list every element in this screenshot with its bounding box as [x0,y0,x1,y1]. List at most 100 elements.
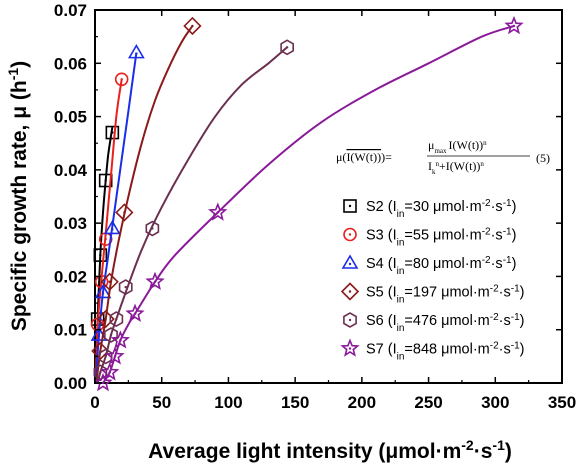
equation-numerator: μmax I(W(t))n [428,138,487,155]
legend-marker-s2 [343,199,357,213]
series-s4-point-dot [97,334,101,338]
legend-item-s2: S2 (Iin=30 μmol·m-2·s-1) [343,198,516,220]
series-s5-point-dot [123,211,126,214]
legend-item-s6: S6 (Iin=476 μmol·m-2·s-1) [343,312,525,334]
equation-num-exp: n [483,139,487,147]
series-s7-point [93,372,113,392]
series-s6-point-dot [109,333,113,337]
series-s2-point [105,125,120,140]
y-axis-title: Specific growth rate, μ (h-1) [5,61,31,331]
legend-marker-s3-dot [348,233,352,236]
legend-label-part: S2 (I [366,199,397,215]
legend-item-s7: S7 (Iin=848 μmol·m-2·s-1) [340,338,525,362]
legend-label-part: in [397,209,405,220]
series-s4 [90,44,145,384]
series-s4-point [103,219,121,235]
series-s6-point [109,311,124,328]
legend-marker-s4 [341,254,359,269]
x-tick-label: 0 [90,393,99,412]
x-axis-title-sup: -2 [461,437,474,453]
x-axis-title-sup2: -1 [492,437,505,453]
equation-num-arg: I(W(t)) [449,138,484,152]
y-tick-label: 0.01 [54,321,87,340]
legend-label-s4: S4 (Iin=80 μmol·m-2·s-1) [366,255,516,277]
x-axis-title: Average light intensity (μmol·m-2·s-1) [148,437,512,463]
plot-area [94,9,563,384]
legend-label-part: =476 μmol·m [404,313,489,329]
equation-lhs: μ(I(W(t)))= [336,150,392,164]
equation-lhs-mu: μ( [336,150,346,164]
series-s2-point [93,248,108,262]
series-s6-fit-line [96,46,288,384]
series-s7-point-dot [119,339,122,342]
legend-label-part: -2 [490,283,499,294]
series-s2-point-dot [111,131,114,134]
legend-marker-s5-dot [348,290,352,293]
series-s7-point-dot [153,280,157,283]
x-tick-label: 50 [152,393,171,412]
series-s7-point [504,15,524,35]
equation-den-exp: n [480,160,484,168]
legend-marker-s7 [340,338,360,357]
series-s2-point [98,173,113,188]
legend-label-part: S7 (I [366,342,397,358]
legend-label-s3: S3 (Iin=55 μmol·m-2·s-1) [366,226,516,248]
legend-label-part: -1 [511,340,520,351]
legend-label-part: -2 [482,198,491,209]
legend-marker-s2-dot [348,204,352,208]
y-tick-label: 0.07 [54,1,87,20]
series-s3-point-dot [104,237,107,241]
legend-label-part: -2 [482,226,491,237]
series-s6-point [118,279,133,296]
equation-num-coef: μ [428,138,434,152]
series-s6-point [280,39,295,56]
equation-den-term-sub: k [432,168,436,176]
x-tick-label: 200 [348,393,376,412]
legend-label-part: S4 (I [366,256,397,272]
x-tick-label: 300 [481,393,509,412]
legend-label-part: ·s [491,228,503,244]
legend: S2 (Iin=30 μmol·m-2·s-1)S3 (Iin=55 μmol·… [340,198,525,362]
series-s7-point [105,346,125,365]
series-s7-point-dot [113,355,117,358]
x-axis-title-end: ) [505,440,512,463]
legend-marker-s3 [343,227,357,242]
legend-label-part: -1 [503,198,512,209]
y-tick-label: 0.00 [54,374,87,393]
legend-label-part: ) [520,342,525,358]
y-tick-label: 0.03 [54,214,87,233]
x-axis-title-main: Average light intensity (μmol·m [148,440,461,463]
series-s6-point-dot [115,317,118,321]
legend-marker-s6-dot [348,318,352,322]
legend-item-s3: S3 (Iin=55 μmol·m-2·s-1) [343,226,516,248]
series-s7-point [125,303,145,322]
legend-label-s7: S7 (Iin=848 μmol·m-2·s-1) [366,340,525,362]
equation-den-term-sup: n [436,160,440,168]
series-s7-point-dot [216,211,219,214]
equation-den-term: I [428,159,432,173]
legend-label-part: in [397,266,405,277]
series-s6-point-dot [99,371,102,374]
equation-num-coef-sub: max [434,147,447,155]
legend-marker-s6 [343,312,357,328]
legend-label-part: ·s [491,256,503,272]
equation-lhs-close: )= [381,150,392,164]
series-s6-point [145,220,160,237]
y-tick-label: 0.02 [54,267,87,286]
legend-label-part: in [397,351,405,362]
equation-number: (5) [536,151,550,165]
legend-label-part: =30 μmol·m [404,199,481,215]
legend-label-part: ) [520,313,525,329]
series-s7-point [110,330,131,349]
series-s7-point [145,271,165,290]
legend-label-part: =55 μmol·m [404,228,481,244]
y-tick-label: 0.04 [54,161,88,180]
x-tick-label: 250 [414,393,442,412]
y-axis-title-end: ) [8,61,31,68]
legend-label-part: -1 [503,255,512,266]
legend-marker-s4-dot [348,262,352,266]
series-s6-point-dot [151,227,154,230]
legend-label-part: ) [512,228,517,244]
series-s3-point-dot [120,78,123,81]
